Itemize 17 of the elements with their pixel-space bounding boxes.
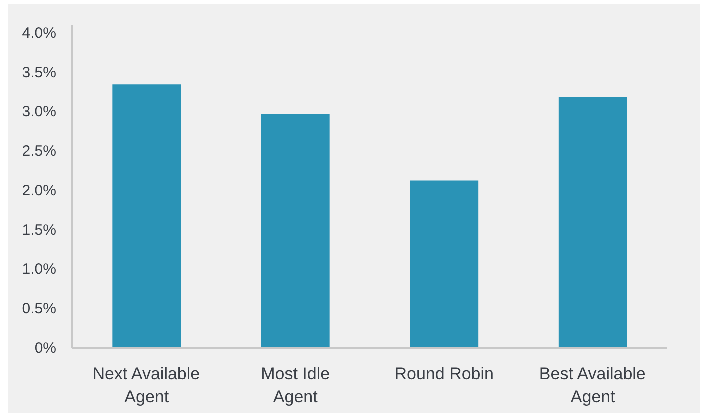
y-tick-label: 0.5% — [22, 300, 57, 318]
y-tick-label: 2.5% — [22, 143, 57, 160]
x-tick-label: Best Available Agent — [539, 364, 646, 406]
bar — [261, 114, 330, 348]
y-tick-label: 1.5% — [22, 222, 57, 239]
y-tick-label: 3.5% — [22, 64, 57, 82]
x-tick-label: Round Robin — [394, 364, 494, 384]
y-tick-label: 1.0% — [22, 261, 57, 278]
y-tick-label: 0% — [34, 340, 57, 357]
x-tick-label: Next Available Agent — [92, 364, 200, 406]
bar — [112, 84, 182, 348]
y-tick-label: 4.0% — [22, 24, 57, 42]
bar — [410, 180, 479, 348]
y-tick-label: 3.0% — [22, 104, 57, 121]
x-tick-label: Most Idle Agent — [261, 364, 330, 406]
y-tick-label: 2.0% — [22, 182, 57, 200]
bar — [558, 97, 628, 348]
